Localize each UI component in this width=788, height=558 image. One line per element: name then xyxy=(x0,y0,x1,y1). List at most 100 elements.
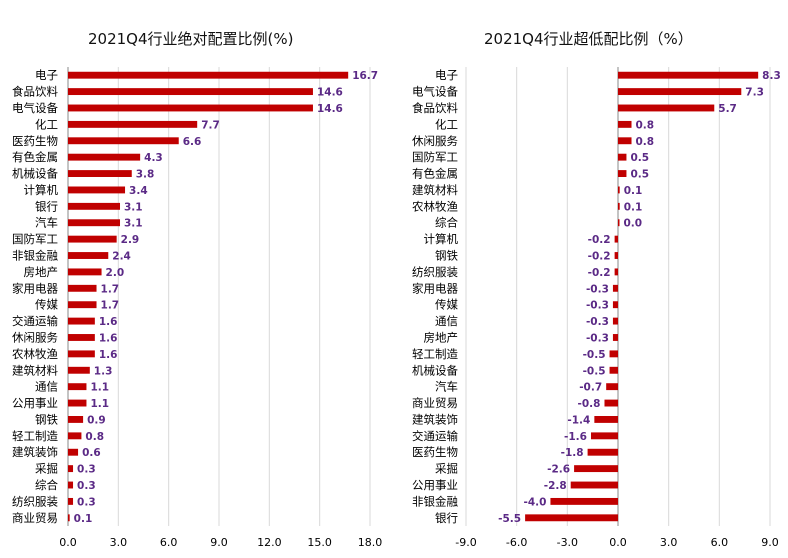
left-value-label: 3.1 xyxy=(124,218,143,230)
right-bar xyxy=(587,448,618,456)
left-value-label: 1.3 xyxy=(94,365,113,377)
left-value-label: 0.9 xyxy=(87,414,106,426)
left-category-label: 建筑装饰 xyxy=(12,445,58,459)
left-bar xyxy=(68,497,74,505)
right-value-label: -1.4 xyxy=(567,414,590,426)
left-bar xyxy=(68,219,121,227)
right-value-label: -2.8 xyxy=(544,480,567,492)
left-bar xyxy=(68,301,97,309)
left-bar xyxy=(68,284,97,292)
right-category-label: 计算机 xyxy=(424,232,459,246)
right-bar xyxy=(574,465,618,473)
left-value-label: 7.7 xyxy=(201,119,220,131)
left-value-label: 3.4 xyxy=(129,185,148,197)
left-bar xyxy=(68,448,79,456)
left-bar xyxy=(68,366,90,374)
left-category-label: 医药生物 xyxy=(12,134,58,148)
right-value-label: -5.5 xyxy=(498,513,521,525)
right-value-label: -0.5 xyxy=(583,349,606,361)
right-value-label: -0.2 xyxy=(588,267,611,279)
right-value-label: -2.6 xyxy=(547,464,570,476)
right-bar xyxy=(614,252,618,259)
left-value-label: 3.1 xyxy=(124,201,143,213)
right-value-label: -1.6 xyxy=(564,431,587,443)
left-x-tick-label: 0.0 xyxy=(59,536,77,549)
right-x-tick-label: 6.0 xyxy=(711,536,729,549)
left-value-label: 14.6 xyxy=(317,87,343,99)
right-value-label: -0.8 xyxy=(578,398,601,410)
left-category-label: 农林牧渔 xyxy=(12,347,58,361)
left-value-label: 1.6 xyxy=(99,316,118,328)
right-category-label: 食品饮料 xyxy=(412,101,458,115)
right-bar xyxy=(609,366,618,374)
left-category-label: 非银金融 xyxy=(12,249,58,263)
left-value-label: 6.6 xyxy=(183,136,202,148)
left-category-label: 商业贸易 xyxy=(12,511,58,525)
left-chart-title: 2021Q4行业绝对配置比例(%) xyxy=(88,30,294,48)
left-category-label: 通信 xyxy=(35,380,58,394)
right-value-label: 0.1 xyxy=(624,201,643,213)
left-category-label: 化工 xyxy=(35,117,58,131)
right-category-label: 纺织服装 xyxy=(412,265,458,279)
right-bar xyxy=(570,481,618,489)
left-bar xyxy=(68,71,349,79)
right-category-label: 银行 xyxy=(435,511,458,525)
left-value-label: 0.1 xyxy=(74,513,93,525)
left-value-label: 14.6 xyxy=(317,103,343,115)
right-category-label: 交通运输 xyxy=(412,429,458,443)
left-bar xyxy=(68,334,95,341)
left-value-label: 2.9 xyxy=(121,234,140,246)
left-bar xyxy=(68,252,109,259)
left-value-label: 0.6 xyxy=(82,447,101,459)
right-category-label: 化工 xyxy=(435,117,458,131)
left-bar xyxy=(68,465,74,473)
right-value-label: -0.5 xyxy=(583,365,606,377)
right-value-label: -0.3 xyxy=(586,300,609,312)
right-category-label: 电子 xyxy=(435,68,458,82)
right-value-label: -4.0 xyxy=(523,496,546,508)
left-category-label: 电气设备 xyxy=(12,101,58,115)
left-bar xyxy=(68,202,121,210)
right-bar xyxy=(618,104,715,112)
left-value-label: 1.7 xyxy=(101,300,120,312)
right-category-label: 非银金融 xyxy=(412,494,458,508)
left-category-label: 纺织服装 xyxy=(12,494,58,508)
right-bar xyxy=(612,301,618,309)
right-category-label: 国防军工 xyxy=(412,150,458,164)
right-category-label: 家用电器 xyxy=(412,281,458,295)
left-bar xyxy=(68,416,84,423)
right-category-label: 医药生物 xyxy=(412,445,458,459)
right-bar xyxy=(614,268,618,276)
right-value-label: 0.5 xyxy=(630,152,649,164)
right-value-label: -0.2 xyxy=(588,234,611,246)
right-bar xyxy=(612,284,618,292)
left-bar xyxy=(68,317,95,325)
right-x-tick-label: 3.0 xyxy=(660,536,678,549)
left-bar xyxy=(68,186,126,194)
left-category-label: 钢铁 xyxy=(35,412,58,426)
right-category-label: 综合 xyxy=(435,216,458,230)
left-value-label: 0.3 xyxy=(77,464,96,476)
left-bar xyxy=(68,170,132,177)
left-category-label: 交通运输 xyxy=(12,314,58,328)
right-category-label: 商业贸易 xyxy=(412,396,458,410)
right-value-label: 8.3 xyxy=(762,70,781,82)
right-category-label: 房地产 xyxy=(424,330,459,344)
left-value-label: 2.0 xyxy=(106,267,125,279)
right-x-tick-label: -3.0 xyxy=(557,536,578,549)
right-value-label: 0.0 xyxy=(624,218,643,230)
right-category-label: 轻工制造 xyxy=(412,347,458,361)
right-value-label: -0.3 xyxy=(586,332,609,344)
right-category-label: 传媒 xyxy=(435,298,458,312)
left-x-tick-label: 15.0 xyxy=(307,536,332,549)
right-value-label: 5.7 xyxy=(718,103,737,115)
right-bar xyxy=(618,137,632,145)
right-category-label: 建筑材料 xyxy=(412,183,458,197)
right-category-label: 电气设备 xyxy=(412,85,458,99)
right-category-label: 汽车 xyxy=(435,380,458,394)
right-value-label: -1.8 xyxy=(561,447,584,459)
left-value-label: 16.7 xyxy=(352,70,378,82)
left-value-label: 3.8 xyxy=(136,169,155,181)
left-bar xyxy=(68,88,313,96)
